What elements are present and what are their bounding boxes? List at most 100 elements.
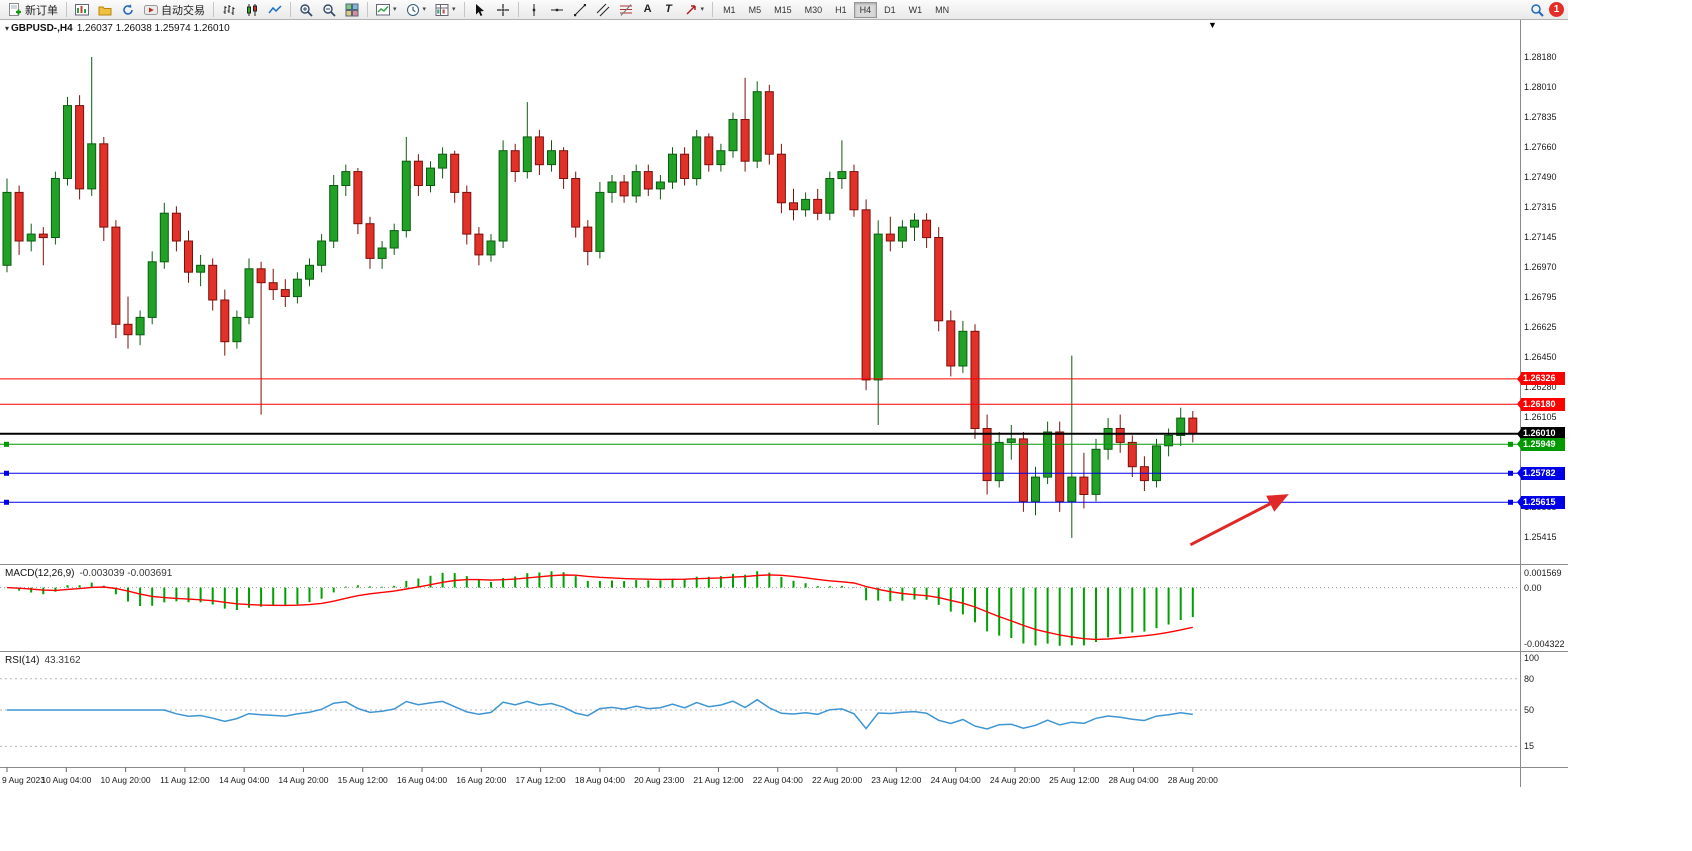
new-order-label: 新订单: [25, 4, 58, 17]
price-tag-1.25949: 1.25949: [1517, 437, 1565, 451]
date-label: 23 Aug 12:00: [871, 775, 922, 785]
timeframe-mn-button[interactable]: MN: [935, 4, 950, 15]
line-handle[interactable]: [1508, 499, 1513, 505]
rsi-axis-label: 100: [1524, 653, 1540, 663]
candle: [63, 105, 72, 179]
candle: [50, 178, 60, 238]
arrows-dropdown-button[interactable]: ▾: [680, 1, 709, 19]
chevron-down-icon: ▾: [393, 6, 397, 13]
tile-windows-button[interactable]: [341, 1, 363, 19]
charts-button[interactable]: [71, 1, 93, 19]
macd-values: -0.003039 -0.003691: [79, 568, 173, 579]
toolbar-separator: [290, 2, 291, 17]
candle: [849, 171, 859, 211]
timeframe-m1-button[interactable]: M1: [723, 4, 736, 15]
candle: [559, 150, 569, 179]
candle: [1079, 476, 1089, 496]
candle: [147, 261, 157, 318]
label-tool-button[interactable]: T: [659, 1, 679, 19]
new-chart-icon: [376, 3, 390, 15]
candle: [14, 191, 24, 242]
candle: [1006, 438, 1016, 443]
candle: [1091, 448, 1101, 495]
candle: [1127, 441, 1137, 468]
auto-trading-button[interactable]: 自动交易: [140, 1, 209, 19]
candle: [837, 171, 847, 180]
candle: [75, 105, 85, 190]
crosshair-button[interactable]: [492, 1, 514, 19]
timeframe-w1-button[interactable]: W1: [908, 4, 923, 15]
candle: [244, 268, 254, 318]
macd-signal-line: [6, 574, 1193, 641]
candle: [655, 181, 665, 190]
chart-canvas[interactable]: [0, 20, 1568, 789]
candle: [668, 153, 677, 183]
price-tag-1.25615: 1.25615: [1517, 495, 1565, 509]
horizontal-line-tool-button[interactable]: [546, 1, 568, 19]
new-chart-dropdown-button[interactable]: ▾: [372, 1, 401, 19]
date-label: 22 Aug 20:00: [811, 775, 863, 785]
line-handle[interactable]: [4, 470, 9, 476]
candle: [583, 226, 593, 252]
timeframe-m5-button[interactable]: M5: [748, 4, 762, 15]
toolbar-separator: [517, 2, 519, 17]
line-chart-type-button[interactable]: [264, 1, 286, 19]
channel-tool-button[interactable]: [592, 1, 614, 19]
zoom-out-button[interactable]: [318, 1, 340, 19]
candle: [873, 233, 883, 381]
candlestick-chart-type-button[interactable]: [241, 1, 263, 19]
bar-chart-type-icon: [223, 4, 235, 15]
toolbar-separator: [367, 2, 368, 17]
crosshair-icon: [496, 3, 509, 16]
profiles-button[interactable]: [94, 1, 116, 19]
fibonacci-tool-button[interactable]: [615, 1, 637, 19]
profiles-icon: [98, 6, 112, 15]
text-tool-icon: A: [643, 3, 652, 15]
refresh-icon: [123, 3, 133, 15]
candle: [159, 212, 169, 263]
new-order-button[interactable]: 新订单: [4, 1, 62, 19]
candle: [716, 150, 726, 166]
bar-chart-type-button[interactable]: [218, 1, 240, 19]
vertical-line-tool-button[interactable]: [523, 1, 545, 19]
notification-badge[interactable]: 1: [1549, 2, 1564, 17]
line-handle[interactable]: [1508, 470, 1513, 476]
refresh-button[interactable]: [117, 1, 139, 19]
line-handle[interactable]: [4, 441, 9, 447]
date-label: 24 Aug 20:00: [989, 775, 1040, 785]
candle: [486, 240, 496, 256]
annotation-arrow[interactable]: [1189, 494, 1289, 547]
cursor-button[interactable]: [469, 1, 491, 19]
trendline-tool-button[interactable]: [569, 1, 591, 19]
timeframe-d1-button[interactable]: D1: [884, 4, 896, 15]
date-label: 22 Aug 04:00: [752, 775, 803, 785]
templates-dropdown-button[interactable]: ▾: [431, 1, 460, 19]
rsi-axis-label: 50: [1524, 705, 1535, 715]
date-label: 21 Aug 12:00: [693, 775, 744, 785]
timeframe-m30-button[interactable]: M30: [804, 4, 823, 15]
chart-shift-marker-icon[interactable]: ▼: [1208, 20, 1217, 30]
timeframe-h4-button[interactable]: H4: [853, 1, 878, 18]
zoom-in-button[interactable]: [295, 1, 317, 19]
timeframe-group: M1 M5 M15 M30 H1 H4 D1 W1 MN: [717, 1, 955, 18]
timeframe-h1-button[interactable]: H1: [835, 4, 847, 15]
candle: [510, 150, 520, 172]
candle: [571, 178, 581, 228]
candle: [813, 198, 823, 214]
timeframe-m15-button[interactable]: M15: [774, 4, 792, 15]
toolbar-separator: [213, 2, 214, 17]
cursor-icon: [475, 3, 484, 16]
periods-dropdown-button[interactable]: ▾: [402, 1, 431, 19]
search-button[interactable]: [1526, 1, 1548, 19]
candle: [341, 171, 351, 187]
search-icon: [1531, 3, 1544, 17]
zoom-in-icon: [300, 3, 313, 17]
price-axis-label: 1.27145: [1524, 231, 1557, 242]
date-label: 20 Aug 23:00: [634, 775, 685, 785]
candle: [413, 160, 423, 186]
line-handle[interactable]: [4, 499, 9, 505]
line-handle[interactable]: [1508, 441, 1513, 447]
text-tool-button[interactable]: A: [638, 1, 658, 19]
candle: [184, 240, 193, 273]
macd-name: MACD(12,26,9): [5, 568, 75, 579]
